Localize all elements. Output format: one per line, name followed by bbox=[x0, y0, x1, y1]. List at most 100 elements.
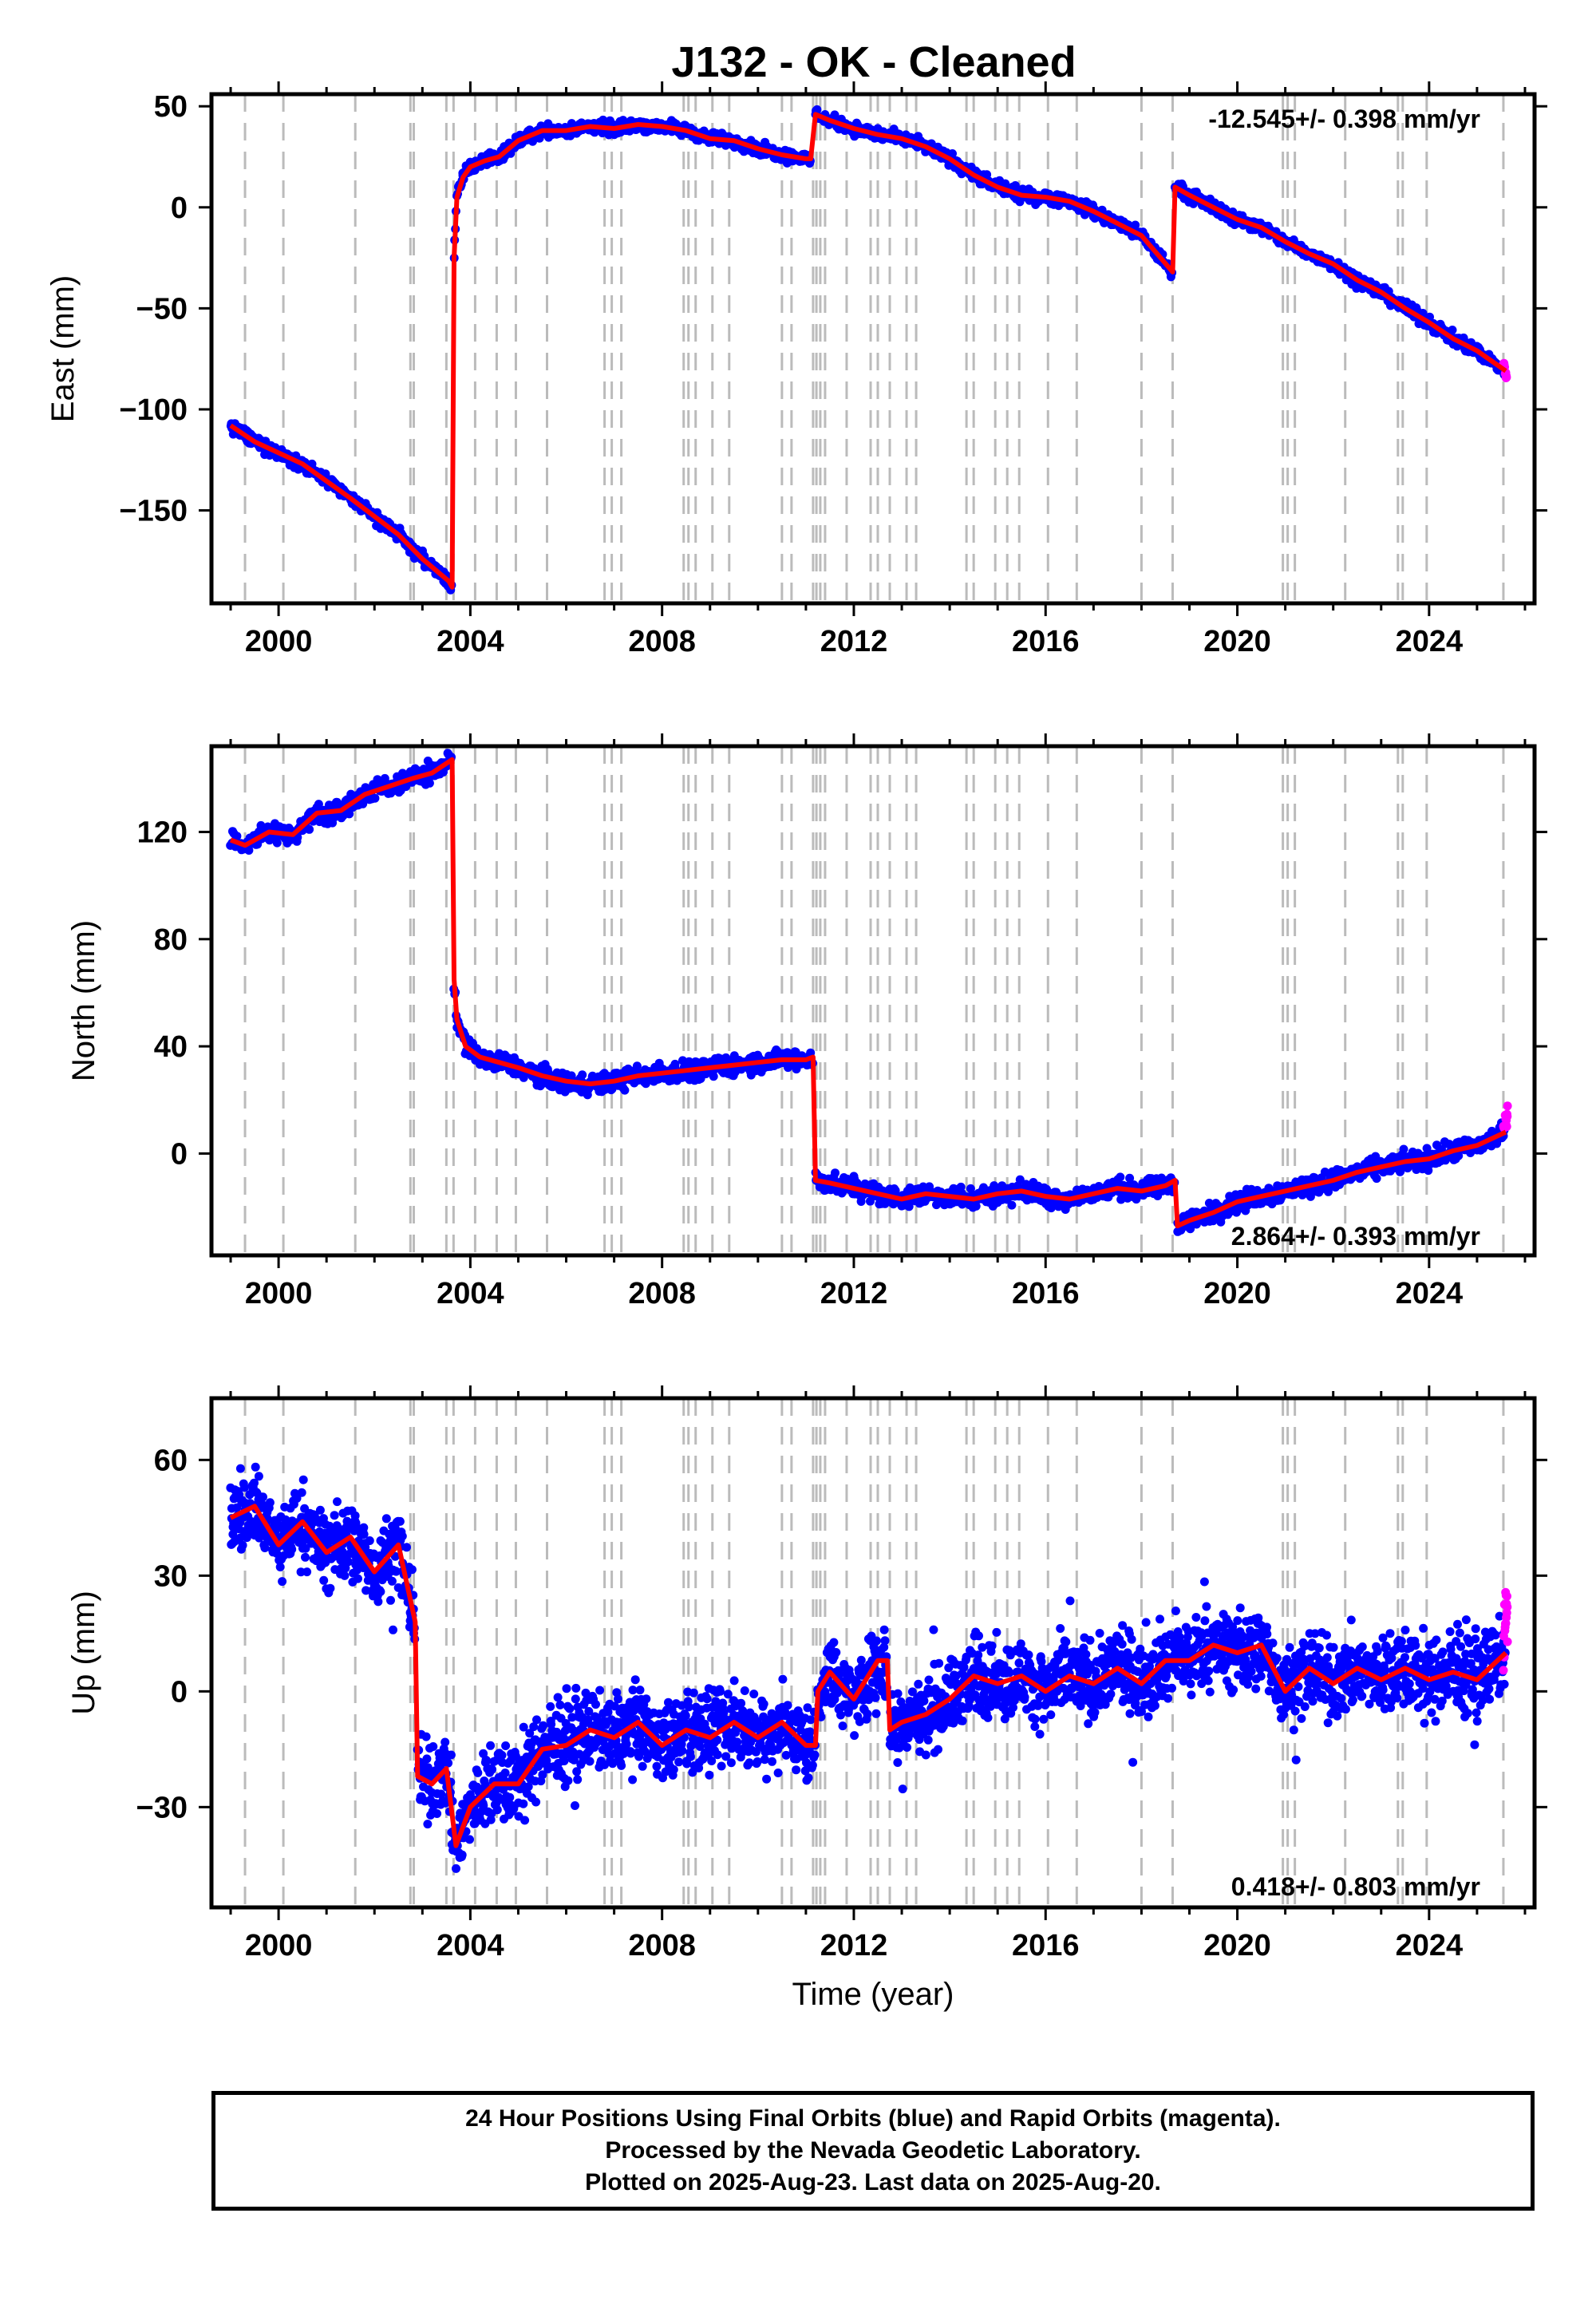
final-orbit-point bbox=[831, 1168, 839, 1178]
x-tick-label: 2008 bbox=[628, 625, 696, 658]
x-tick-label: 2020 bbox=[1203, 625, 1271, 658]
y-tick-label: 80 bbox=[154, 923, 188, 957]
final-orbit-point bbox=[452, 1863, 460, 1873]
final-orbit-point bbox=[632, 1061, 642, 1071]
final-orbit-point bbox=[365, 1536, 374, 1545]
final-orbit-point bbox=[340, 1571, 350, 1580]
final-orbit-point bbox=[546, 1701, 555, 1711]
final-orbit-point bbox=[948, 149, 957, 158]
velocity-rate-label: 2.864+/- 0.393 mm/yr bbox=[1231, 1222, 1480, 1251]
model-fit-line bbox=[229, 757, 1507, 1229]
final-orbit-point bbox=[259, 1492, 267, 1502]
final-orbit-point bbox=[812, 105, 822, 114]
y-tick-label: 0 bbox=[171, 1137, 188, 1171]
final-orbit-point bbox=[397, 1531, 407, 1541]
final-orbit-point bbox=[520, 1816, 530, 1825]
final-orbit-point bbox=[402, 1543, 411, 1552]
rapid-orbit-point bbox=[1503, 1112, 1512, 1121]
x-tick-label: 2008 bbox=[628, 1277, 696, 1310]
final-orbit-point bbox=[302, 1567, 312, 1577]
final-orbit-point bbox=[260, 1543, 270, 1552]
final-orbit-point bbox=[387, 1576, 397, 1586]
chart-title: J132 - OK - Cleaned bbox=[671, 38, 1076, 86]
final-orbit-point bbox=[492, 1805, 502, 1815]
final-orbit-point bbox=[376, 1587, 385, 1596]
final-orbit-point bbox=[265, 1498, 275, 1508]
final-orbit-point bbox=[486, 1741, 496, 1750]
final-orbit-point bbox=[488, 1765, 497, 1774]
model-fit-line bbox=[229, 112, 1507, 590]
x-tick-label: 2000 bbox=[245, 1277, 313, 1310]
final-orbit-point bbox=[565, 1704, 575, 1713]
final-orbit-point bbox=[465, 1835, 474, 1844]
x-tick-label: 2004 bbox=[437, 625, 504, 658]
final-orbit-point bbox=[555, 1700, 565, 1709]
final-orbit-point bbox=[473, 1768, 483, 1777]
final-orbit-point bbox=[571, 1694, 580, 1704]
final-orbit-point bbox=[433, 1809, 442, 1818]
final-orbit-point bbox=[531, 1797, 541, 1807]
final-orbit-point bbox=[235, 1464, 245, 1473]
final-orbit-point bbox=[1007, 1200, 1017, 1210]
y-tick-label: −100 bbox=[119, 393, 188, 427]
x-tick-label: 2024 bbox=[1396, 1277, 1464, 1310]
final-orbit-point bbox=[1116, 1172, 1125, 1182]
x-tick-label: 2004 bbox=[437, 1277, 504, 1310]
velocity-rate-label: -12.545+/- 0.398 mm/yr bbox=[1208, 105, 1480, 133]
x-tick-label: 2000 bbox=[245, 625, 313, 658]
final-orbit-point bbox=[297, 1488, 306, 1497]
y-tick-label: −50 bbox=[136, 292, 188, 326]
y-tick-label: 40 bbox=[154, 1030, 188, 1064]
final-orbit-point bbox=[381, 1514, 391, 1524]
final-orbit-point bbox=[298, 1475, 308, 1484]
rapid-orbit-point bbox=[1503, 1101, 1512, 1111]
final-orbit-point bbox=[238, 1540, 247, 1550]
final-orbit-point bbox=[330, 1511, 339, 1520]
y-axis-label: East (mm) bbox=[45, 275, 81, 422]
final-orbit-point bbox=[315, 1505, 325, 1515]
final-orbit-point bbox=[301, 1552, 310, 1562]
final-orbit-point bbox=[591, 1700, 600, 1709]
final-orbit-point bbox=[305, 824, 314, 834]
final-orbit-point bbox=[563, 1776, 573, 1785]
final-orbit-point bbox=[275, 1563, 285, 1571]
final-orbit-point bbox=[519, 1799, 528, 1808]
final-orbit-point bbox=[395, 1516, 405, 1526]
final-orbit-point bbox=[319, 1575, 329, 1585]
final-orbit-point bbox=[1131, 220, 1140, 230]
x-tick-label: 2016 bbox=[1012, 625, 1080, 658]
x-tick-label: 2020 bbox=[1203, 1277, 1271, 1310]
y-tick-label: −150 bbox=[119, 495, 188, 528]
final-orbit-point bbox=[1448, 326, 1457, 334]
rapid-orbit-point bbox=[1502, 373, 1511, 382]
final-orbit-point bbox=[354, 1574, 362, 1583]
final-orbit-point bbox=[251, 1462, 260, 1472]
final-orbit-point bbox=[457, 1850, 467, 1860]
final-orbit-point bbox=[573, 1775, 583, 1784]
final-orbit-point bbox=[422, 1754, 432, 1764]
final-orbit-point bbox=[603, 1707, 613, 1717]
final-orbit-point bbox=[423, 1820, 433, 1829]
final-orbit-point bbox=[287, 1544, 297, 1554]
final-orbit-point bbox=[446, 1750, 456, 1760]
x-tick-label: 2024 bbox=[1396, 625, 1464, 658]
final-orbit-point bbox=[595, 1686, 605, 1695]
y-tick-label: 50 bbox=[154, 90, 188, 124]
y-tick-label: 120 bbox=[137, 816, 188, 849]
final-orbit-point bbox=[373, 1597, 383, 1607]
rapid-orbit-point bbox=[1502, 1122, 1511, 1132]
final-orbit-point bbox=[571, 1801, 579, 1810]
final-orbit-point bbox=[500, 1769, 510, 1777]
final-orbit-point bbox=[278, 1577, 287, 1587]
final-orbit-point bbox=[553, 1693, 563, 1702]
x-tick-label: 2012 bbox=[820, 625, 888, 658]
final-orbit-point bbox=[333, 1497, 342, 1507]
final-orbit-point bbox=[421, 1732, 431, 1741]
final-orbit-point bbox=[562, 1684, 571, 1694]
final-orbit-point bbox=[1372, 1174, 1381, 1184]
final-orbit-point bbox=[326, 1583, 335, 1593]
x-tick-label: 2012 bbox=[820, 1277, 888, 1310]
y-axis-label: North (mm) bbox=[66, 920, 101, 1081]
y-tick-label: 0 bbox=[171, 192, 188, 225]
